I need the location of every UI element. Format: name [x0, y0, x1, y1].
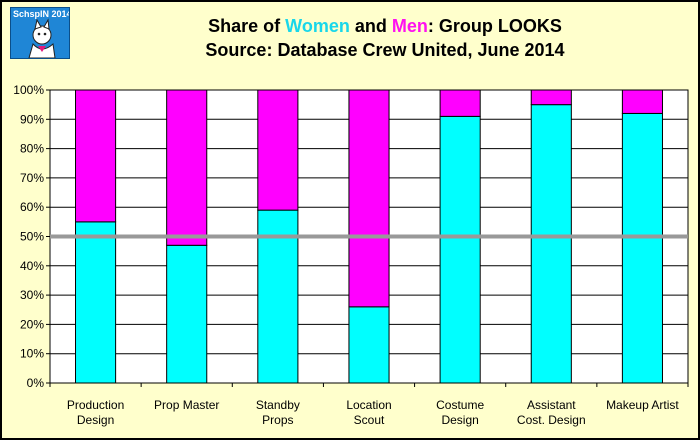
title-line-1: Share of Women and Men: Group LOOKS: [72, 14, 698, 38]
title-prefix: Share of: [208, 16, 286, 36]
y-tick-label: 30%: [20, 288, 44, 302]
bar-men: [257, 89, 299, 211]
title-line-2: Source: Database Crew United, June 2014: [205, 40, 565, 60]
bar-women: [621, 112, 663, 384]
cat-illustration-icon: [28, 18, 56, 58]
bar-women: [75, 221, 117, 384]
x-tick-label: Design: [77, 413, 114, 427]
y-tick-label: 70%: [20, 171, 44, 185]
bar-women: [530, 104, 572, 384]
y-tick-label: 0%: [27, 376, 45, 390]
x-tick-label: Standby: [256, 398, 300, 412]
title-women: Women: [285, 16, 350, 36]
bar-men: [530, 89, 572, 106]
bar-women: [166, 244, 208, 384]
x-tick-label: Makeup Artist: [606, 398, 679, 412]
bar-men: [75, 89, 117, 223]
logo: SchspIN 2014: [10, 7, 70, 59]
x-tick-label: Assistant: [527, 398, 576, 412]
y-tick-label: 80%: [20, 142, 44, 156]
title-suffix: : Group LOOKS: [427, 16, 562, 36]
bar-men: [439, 89, 481, 117]
x-tick-label: Design: [441, 413, 478, 427]
x-tick-label: Scout: [354, 413, 385, 427]
x-tick-label: Cost. Design: [517, 413, 586, 427]
y-tick-label: 90%: [20, 112, 44, 126]
bar-men: [621, 89, 663, 114]
y-tick-label: 60%: [20, 200, 44, 214]
bar-women: [348, 306, 390, 384]
bar-women: [439, 115, 481, 384]
x-tick-label: Props: [262, 413, 293, 427]
y-tick-label: 100%: [13, 83, 44, 97]
x-tick-label: Prop Master: [154, 398, 219, 412]
bar-women: [257, 209, 299, 384]
title-men: Men: [391, 16, 428, 36]
bar-men: [166, 89, 208, 246]
y-tick-label: 20%: [20, 317, 44, 331]
chart-title: Share of Women and Men: Group LOOKS Sour…: [72, 14, 698, 62]
y-tick-label: 10%: [20, 347, 44, 361]
logo-text: SchspIN 2014: [13, 9, 70, 19]
x-tick-label: Location: [346, 398, 391, 412]
y-tick-label: 40%: [20, 259, 44, 273]
title-and: and: [349, 16, 392, 36]
x-tick-label: Costume: [436, 398, 484, 412]
bar-men: [348, 89, 390, 308]
x-tick-label: Production: [67, 398, 124, 412]
y-tick-label: 50%: [20, 230, 44, 244]
